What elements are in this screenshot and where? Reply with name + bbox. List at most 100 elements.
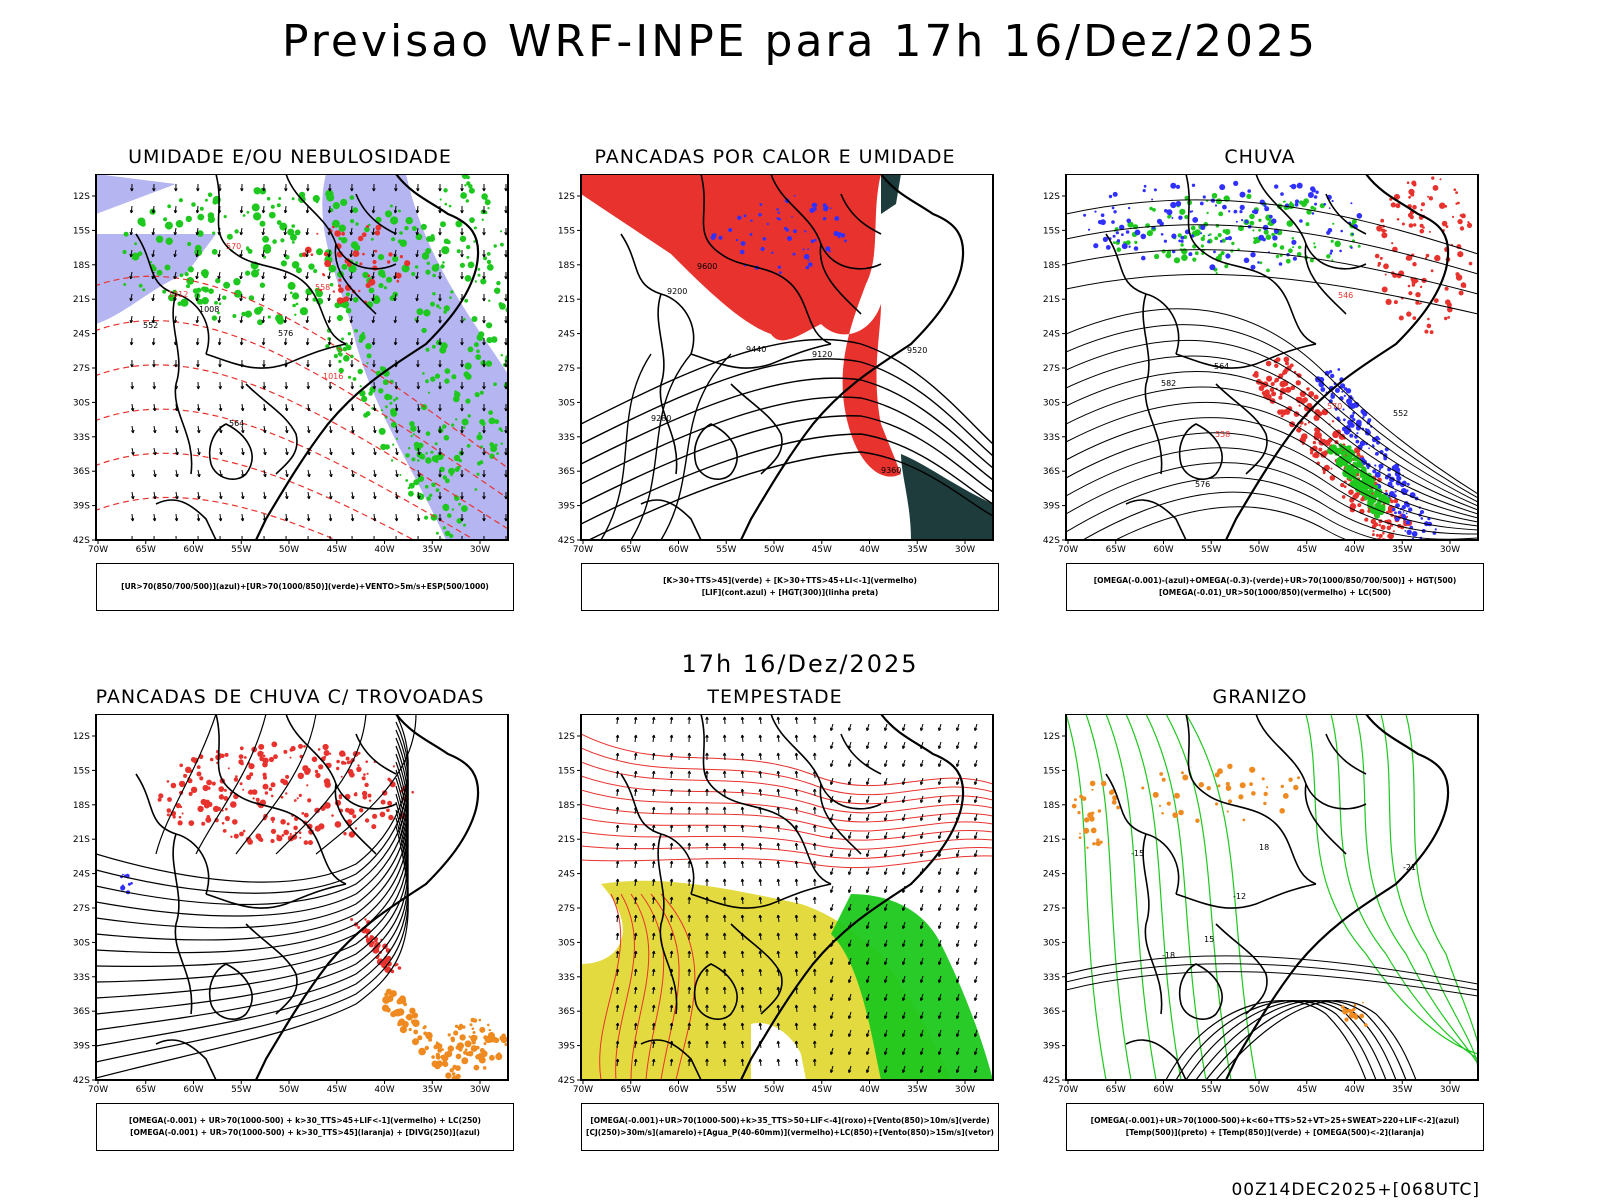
omega-area	[1401, 513, 1406, 519]
wind-vector	[438, 188, 442, 192]
humidity-contour	[345, 344, 352, 351]
wind-vector	[741, 824, 744, 833]
wind-vector	[956, 777, 960, 785]
state-border	[700, 174, 832, 345]
wind-vector	[416, 205, 419, 214]
lifted-index-contour	[791, 215, 793, 218]
humidity-contour	[444, 530, 451, 537]
lat-tick-label: 27S	[73, 364, 90, 374]
streamline	[315, 714, 417, 855]
wind-vector	[759, 717, 762, 725]
omega500-area	[1112, 795, 1118, 801]
omega-area	[1351, 233, 1354, 236]
wind-vector	[283, 275, 287, 280]
wind-vector	[394, 205, 397, 214]
omega-strong-area	[1340, 450, 1347, 456]
wind-vector	[195, 342, 200, 346]
omega-ur-area	[1284, 409, 1291, 415]
wind-vector	[866, 723, 870, 731]
wind-vector	[239, 342, 244, 346]
omega-ur-area	[1392, 530, 1395, 533]
lifted-index-contour	[822, 217, 827, 221]
state-border	[657, 293, 678, 475]
hgt500-contour	[1066, 324, 1478, 499]
wind-vector	[394, 518, 399, 522]
wind-vector	[938, 993, 942, 1001]
wind-vector	[759, 951, 762, 959]
wind-vector	[865, 1015, 870, 1020]
thunderstorm-area	[158, 793, 164, 799]
omega-area	[1087, 228, 1091, 231]
wind-vector	[350, 271, 353, 279]
wind-vector	[705, 932, 709, 936]
wind-vector	[829, 1051, 834, 1056]
humidity-contour	[417, 459, 420, 462]
wind-vector	[883, 745, 888, 750]
wind-vector	[687, 986, 692, 990]
wind-vector	[741, 734, 744, 743]
lat-tick-label: 24S	[73, 870, 90, 880]
omega-strong-area	[1165, 252, 1172, 259]
humidity-contour	[419, 453, 426, 460]
humidity-contour	[387, 394, 393, 400]
wind-vector	[240, 227, 243, 235]
wind-vector	[651, 806, 656, 811]
wind-vector	[460, 386, 464, 390]
wind-vector	[329, 513, 332, 522]
humidity-contour	[291, 261, 300, 269]
omega500-area	[1251, 791, 1256, 796]
state-border	[1325, 193, 1367, 235]
omega-area	[1233, 209, 1238, 214]
omega-ur-area	[1306, 387, 1310, 391]
wind-vector	[615, 1022, 620, 1026]
wind-vector	[795, 716, 798, 725]
humidity-contour	[441, 246, 450, 255]
wind-vector	[795, 734, 798, 743]
humidity-contour	[187, 241, 192, 247]
humidity-contour	[268, 211, 276, 219]
thunderstorm-area	[222, 829, 227, 833]
omega-strong-area	[1378, 495, 1382, 500]
wind-vector	[195, 275, 199, 280]
humidity-contour	[467, 414, 471, 418]
wind-vector	[883, 1033, 888, 1038]
wind-vector	[634, 1005, 637, 1013]
wind-vector	[152, 293, 155, 301]
humidity-contour	[451, 508, 454, 511]
temp500-contour	[1066, 963, 1478, 991]
wind-vector	[151, 231, 156, 236]
lon-tick-label: 70W	[88, 545, 108, 555]
shower-area	[435, 1054, 441, 1060]
wind-vector	[777, 789, 780, 797]
thunderstorm-area	[246, 774, 252, 780]
wind-vector	[197, 451, 201, 456]
wind-vector	[901, 745, 906, 750]
shower-area	[479, 1048, 485, 1053]
lon-tick-label: 35W	[422, 545, 442, 555]
lat-tick-label: 18S	[558, 261, 575, 271]
humidity-contour	[465, 373, 472, 380]
humidity-contour	[267, 315, 271, 319]
wind-vector	[239, 319, 244, 324]
shower-area	[482, 1066, 487, 1070]
lon-tick-label: 55W	[231, 1085, 251, 1095]
omega-ur-area	[1408, 223, 1414, 228]
thickness-label	[358, 289, 361, 293]
wind-vector	[327, 253, 331, 258]
wind-vector	[373, 513, 376, 522]
wind-vector	[919, 925, 924, 930]
shower-area	[459, 1034, 466, 1041]
omega-strong-area	[1113, 241, 1116, 244]
wind-vector	[651, 1004, 656, 1009]
humidity-contour	[123, 231, 129, 237]
wind-vector	[195, 253, 199, 258]
omega-strong-area	[1292, 246, 1295, 249]
omega-area	[1280, 192, 1284, 196]
lat-tick-label: 15S	[558, 226, 575, 236]
wind-vector	[652, 789, 655, 797]
humidity-contour	[424, 515, 429, 520]
humidity-contour	[481, 421, 486, 427]
wind-vector	[974, 741, 978, 749]
humidity-contour	[486, 259, 492, 265]
